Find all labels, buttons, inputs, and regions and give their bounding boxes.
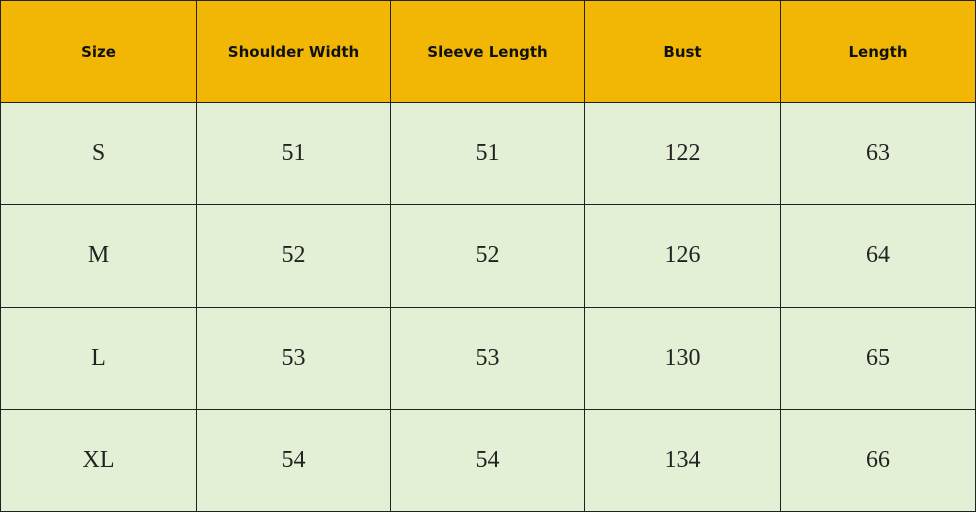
table-cell: 134 bbox=[584, 408, 781, 513]
table-cell: 66 bbox=[780, 408, 976, 513]
header-cell: Shoulder Width bbox=[196, 0, 391, 103]
table-cell: 65 bbox=[780, 306, 976, 410]
header-cell: Size bbox=[0, 0, 197, 103]
table-cell: M bbox=[0, 204, 197, 308]
table-row: M 52 52 126 64 bbox=[0, 204, 976, 308]
table-cell: 53 bbox=[390, 306, 585, 410]
table-cell: S bbox=[0, 101, 197, 206]
table-row: S 51 51 122 63 bbox=[0, 101, 976, 206]
table-cell: 130 bbox=[584, 306, 781, 410]
table-cell: XL bbox=[0, 408, 197, 513]
table-body: S 51 51 122 63 M 52 52 126 64 L 53 53 130 65 XL 54 54 134 6… bbox=[0, 101, 976, 513]
header-cell: Length bbox=[780, 0, 976, 103]
table-cell: 122 bbox=[584, 101, 781, 206]
table-cell: L bbox=[0, 306, 197, 410]
table-cell: 126 bbox=[584, 204, 781, 308]
table-row: L 53 53 130 65 bbox=[0, 306, 976, 410]
table-cell: 64 bbox=[780, 204, 976, 308]
table-cell: 51 bbox=[390, 101, 585, 206]
table-cell: 51 bbox=[196, 101, 391, 206]
table-cell: 54 bbox=[196, 408, 391, 513]
table-row: XL 54 54 134 66 bbox=[0, 408, 976, 513]
table-cell: 54 bbox=[390, 408, 585, 513]
table-cell: 52 bbox=[196, 204, 391, 308]
header-cell: Sleeve Length bbox=[390, 0, 585, 103]
table-cell: 53 bbox=[196, 306, 391, 410]
header-row: Size Shoulder Width Sleeve Length Bust Lengt… bbox=[0, 0, 976, 103]
header-cell: Bust bbox=[584, 0, 781, 103]
table-cell: 63 bbox=[780, 101, 976, 206]
table-cell: 52 bbox=[390, 204, 585, 308]
